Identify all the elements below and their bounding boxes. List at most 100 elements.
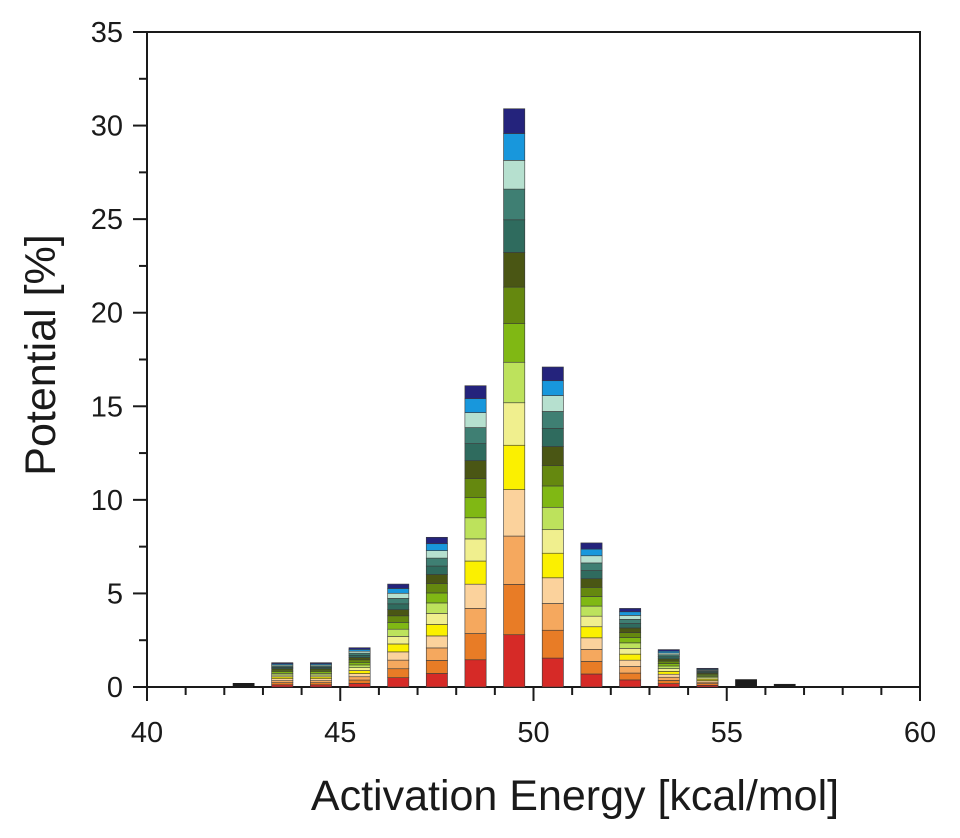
bar-segment <box>387 622 410 630</box>
bar-segment <box>619 623 642 629</box>
bar-segment <box>503 133 526 161</box>
bar-43.5 <box>271 662 294 688</box>
bar-48.5 <box>464 385 487 688</box>
bar-segment <box>425 592 448 604</box>
bar-segment <box>271 680 294 683</box>
bar-segment <box>580 605 603 617</box>
bar-segment <box>425 624 448 637</box>
bar-53.5 <box>657 649 680 688</box>
bar-segment <box>619 659 642 667</box>
bar-segment <box>541 411 564 429</box>
bar-segment <box>657 668 680 672</box>
y-tick-label: 20 <box>91 298 123 330</box>
bar-segment <box>464 633 487 661</box>
bar-segment <box>348 652 371 656</box>
bar-segment <box>503 489 526 537</box>
bar-segment <box>464 412 487 428</box>
bar-segment <box>425 543 448 551</box>
x-tick-label: 60 <box>904 717 936 749</box>
bar-55.5 <box>735 679 757 688</box>
bar-segment <box>387 643 410 653</box>
x-tick-label: 55 <box>711 717 743 749</box>
bar-segment <box>619 653 642 661</box>
bar-segment <box>619 608 642 613</box>
bar-segment <box>735 679 757 688</box>
bar-segment <box>425 557 448 567</box>
bar-segment <box>348 647 371 650</box>
bar-segment <box>580 548 603 557</box>
bar-segment <box>464 659 487 688</box>
bar-segment <box>541 603 564 631</box>
bar-segment <box>387 609 410 617</box>
bar-segment <box>580 555 603 564</box>
bars-group <box>232 108 796 688</box>
bar-segment <box>464 608 487 634</box>
bar-segment <box>464 583 487 609</box>
bar-segment <box>580 578 603 588</box>
x-axis-title: Activation Energy [kcal/mol] <box>311 772 839 820</box>
bar-segment <box>348 659 371 663</box>
bar-segment <box>348 657 371 661</box>
bar-51.5 <box>580 542 603 688</box>
y-tick-label: 25 <box>91 204 123 236</box>
bar-segment <box>309 682 332 686</box>
bar-segment <box>541 529 564 554</box>
bar-segment <box>425 574 448 584</box>
bar-segment <box>464 560 487 585</box>
bar-segment <box>503 634 526 688</box>
bar-segment <box>503 323 526 363</box>
bar-segment <box>541 465 564 487</box>
bar-segment <box>541 485 564 508</box>
bar-segment <box>541 506 564 531</box>
bar-segment <box>309 684 332 688</box>
bar-segment <box>425 536 448 545</box>
bar-segment <box>541 446 564 467</box>
bar-segment <box>348 676 371 681</box>
bar-segment <box>425 613 448 625</box>
bar-44.5 <box>309 662 332 688</box>
bar-segment <box>657 683 680 688</box>
bar-segment <box>425 635 448 649</box>
bar-segment <box>580 596 603 607</box>
x-tick-label: 40 <box>131 717 163 749</box>
bar-segment <box>232 683 255 688</box>
bar-segment <box>619 642 642 649</box>
bar-segment <box>580 661 603 675</box>
bar-42.5 <box>232 683 255 688</box>
bar-segment <box>387 659 410 670</box>
bar-segment <box>657 680 680 684</box>
bar-segment <box>348 670 371 674</box>
bar-segment <box>619 648 642 655</box>
bar-segment <box>387 592 410 599</box>
bar-segment <box>580 615 603 628</box>
bar-segment <box>464 538 487 562</box>
bar-segment <box>387 677 410 688</box>
bar-segment <box>503 160 526 190</box>
bar-segment <box>619 615 642 620</box>
bar-segment <box>464 517 487 540</box>
bar-segment <box>464 398 487 413</box>
bar-segment <box>541 380 564 396</box>
bar-segment <box>425 602 448 614</box>
bar-segment <box>619 679 642 688</box>
bar-segment <box>348 654 371 658</box>
y-tick-label: 10 <box>91 485 123 517</box>
bar-segment <box>425 583 448 594</box>
bar-segment <box>657 676 680 681</box>
bar-segment <box>425 565 448 575</box>
y-axis-ticks: 0 5 10 15 20 25 30 35 <box>91 17 147 704</box>
bar-segment <box>387 588 410 594</box>
bar-segment <box>657 665 680 669</box>
bar-segment <box>619 637 642 644</box>
bar-segment <box>348 664 371 668</box>
y-tick-label: 0 <box>107 672 123 704</box>
y-tick-label: 35 <box>91 17 123 49</box>
bar-segment <box>619 632 642 638</box>
bar-segment <box>773 683 796 688</box>
bar-segment <box>464 427 487 444</box>
bar-segment <box>503 188 526 221</box>
bar-segment <box>387 628 410 637</box>
bar-segment <box>657 649 680 652</box>
bar-segment <box>541 552 564 579</box>
